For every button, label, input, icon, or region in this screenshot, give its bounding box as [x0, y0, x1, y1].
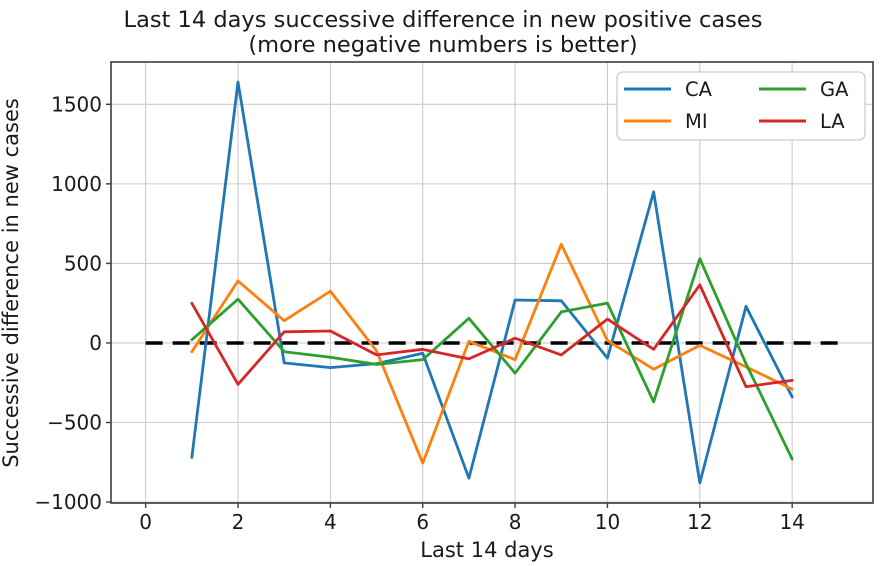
- axis-tick-marks: [106, 103, 793, 508]
- plot-border: [110, 61, 874, 504]
- axes-spines: [110, 61, 874, 504]
- y-tick-label: 1000: [51, 172, 102, 196]
- x-tick-label: 8: [509, 510, 522, 534]
- legend-label-ca: CA: [685, 78, 713, 101]
- chart-subtitle: (more negative numbers is better): [248, 32, 637, 58]
- legend: CA MI GA LA: [616, 71, 866, 141]
- x-tick-label: 4: [324, 510, 337, 534]
- series-line-la: [190, 283, 794, 389]
- axis-tick-labels: 0 2 4 6 8 10 12 14 −1000 −500 0 500 1000 1500: [34, 92, 805, 534]
- series-line-ca: [190, 80, 794, 485]
- y-tick-label: 500: [64, 251, 102, 275]
- y-tick-label: −500: [47, 411, 102, 435]
- series-line-mi: [190, 242, 794, 465]
- y-axis-label: Successive difference in new cases: [0, 98, 23, 468]
- x-tick-label: 0: [139, 510, 152, 534]
- legend-label-mi: MI: [685, 110, 708, 133]
- x-tick-label: 6: [416, 510, 429, 534]
- legend-label-la: LA: [820, 110, 845, 133]
- x-tick-label: 12: [687, 510, 712, 534]
- x-tick-label: 2: [232, 510, 245, 534]
- x-tick-label: 10: [595, 510, 620, 534]
- y-tick-label: 1500: [51, 92, 102, 116]
- y-tick-label: 0: [89, 331, 102, 355]
- chart-title: Last 14 days successive difference in ne…: [124, 7, 763, 33]
- y-tick-label: −1000: [34, 490, 102, 514]
- x-tick-label: 14: [779, 510, 804, 534]
- data-series-lines: [190, 80, 794, 485]
- x-axis-label: Last 14 days: [420, 538, 553, 562]
- legend-label-ga: GA: [820, 78, 849, 101]
- series-line-ga: [190, 257, 794, 461]
